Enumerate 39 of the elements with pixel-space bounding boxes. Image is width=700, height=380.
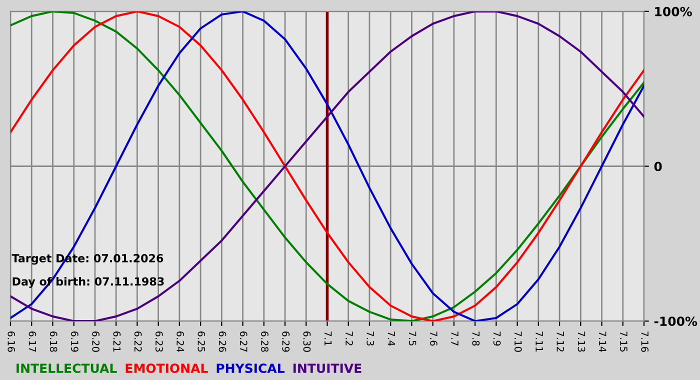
x-tick-label: 6.16	[8, 332, 16, 352]
x-tick-label: 6.23	[155, 332, 163, 352]
x-tick-label: 6.28	[261, 332, 268, 352]
x-tick-label: 6.27	[240, 332, 248, 352]
x-tick-label: 7.7	[451, 332, 458, 346]
x-tick-label: 6.21	[113, 332, 121, 352]
text: INTUITIVE	[293, 364, 362, 373]
x-tick-label: 6.18	[50, 332, 58, 352]
text: INTELLECTUAL	[16, 364, 117, 373]
y-tick-label: 0	[654, 162, 662, 172]
y-tick-label: 100%	[655, 6, 692, 16]
x-tick-label: 7.5	[408, 332, 416, 346]
x-tick-label: 7.8	[472, 332, 480, 346]
x-tick-label: 7.6	[430, 332, 438, 346]
x-tick-label: 6.30	[303, 332, 311, 352]
x-tick-label: 7.9	[493, 332, 501, 346]
x-tick-label: 7.12	[556, 332, 564, 352]
x-tick-label: 6.29	[282, 332, 290, 352]
x-tick-label: 7.13	[578, 332, 586, 352]
x-tick-label: 7.15	[620, 332, 628, 352]
x-tick-label: 7.2	[346, 332, 353, 346]
x-tick-label: 7.11	[536, 332, 543, 352]
x-tick-label: 7.16	[641, 332, 649, 352]
x-tick-label: 6.25	[198, 332, 206, 352]
line-series	[10, 11, 644, 322]
text: EMOTIONAL	[126, 364, 208, 373]
x-tick-label: 6.17	[28, 332, 36, 352]
x-tick-label: 7.4	[388, 332, 396, 346]
x-tick-label: 7.1	[324, 332, 332, 346]
x-tick-label: 6.26	[218, 332, 226, 352]
text: PHYSICAL	[216, 364, 284, 373]
x-tick-label: 6.20	[92, 332, 100, 352]
x-tick-label: 6.19	[71, 332, 78, 352]
y-tick-label: -100%	[654, 316, 698, 326]
x-tick-label: 7.10	[514, 332, 522, 352]
x-tick-label: 6.22	[134, 332, 142, 352]
x-tick-label: 7.14	[599, 332, 606, 352]
x-tick-label: 6.24	[176, 332, 184, 352]
x-tick-label: 7.3	[366, 332, 374, 346]
